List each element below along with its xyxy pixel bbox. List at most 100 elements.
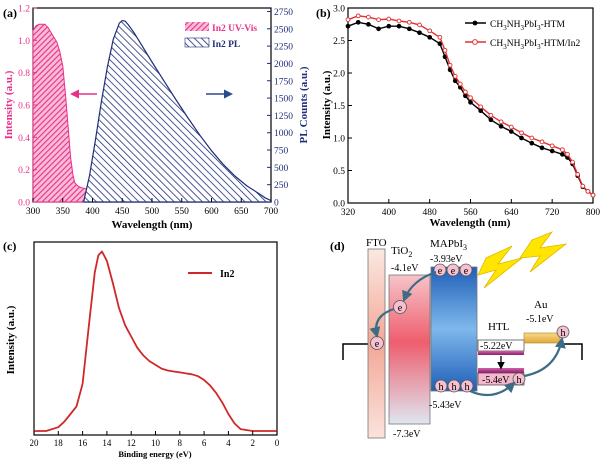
htl-label: HTL (488, 321, 510, 333)
series-point-1 (508, 124, 514, 130)
x-tick-label: 8 (178, 438, 183, 448)
y-tick-label: 1.5 (333, 102, 345, 112)
y-tick-label: 1.2 (18, 5, 30, 15)
y2-tick-label: 250 (274, 181, 289, 191)
y2-tick-label: 2250 (274, 43, 293, 53)
x-tick-label: 18 (54, 438, 64, 448)
series-point-0 (498, 123, 504, 129)
hole-transfer-arrow (523, 336, 566, 378)
panel-c-label: (c) (3, 239, 16, 253)
electron-symbol: e (438, 266, 443, 277)
electron-group: e e e e e (370, 263, 473, 350)
series-point-1 (457, 81, 463, 87)
hole-transfer-arrow (469, 381, 516, 397)
y-tick-label: 2.5 (333, 37, 345, 47)
series-point-0 (366, 21, 371, 27)
series-point-1 (366, 14, 371, 20)
htl-level-1: -5.22eV (480, 341, 513, 352)
electron-symbol: e (451, 266, 456, 277)
series-line-in2 (34, 250, 277, 432)
series-point-0 (468, 99, 473, 105)
mapbi3-layer (430, 266, 478, 392)
series-point-0 (417, 30, 422, 36)
hole-symbol: h (517, 375, 522, 386)
series-point-1 (478, 104, 484, 110)
legend-marker-htm (472, 20, 478, 26)
series-point-1 (565, 151, 570, 157)
panel-b-ylabel: Intensity (a.u.) (321, 70, 333, 139)
hole-symbol: h (452, 382, 457, 393)
hole-icon (447, 379, 461, 393)
electron-icon (446, 263, 460, 277)
series-point-0 (488, 117, 494, 123)
x-tick-label: 550 (175, 207, 190, 217)
x-tick-label: 2 (250, 438, 255, 448)
hole-icon (434, 379, 448, 393)
x-tick-label: 700 (264, 207, 279, 217)
legend-label-pl: In2 PL (212, 40, 240, 50)
x-tick-label: 6 (202, 438, 207, 448)
light-bolt-icon (477, 245, 523, 289)
panel-c-ylabel: Intensity (a.u.) (5, 305, 17, 374)
series-point-0 (355, 19, 361, 25)
y-tick-label: 0.2 (18, 166, 30, 176)
electron-symbol: e (464, 266, 469, 277)
series-point-0 (549, 148, 555, 154)
series-point-0 (386, 23, 392, 29)
series-point-1 (539, 139, 545, 145)
tio2-label: TiO2 (391, 245, 412, 259)
panel-d-label: (d) (330, 239, 345, 253)
series-point-1 (396, 18, 402, 24)
series-point-1 (452, 73, 458, 79)
series-point-1 (355, 13, 361, 19)
panel-b: 320 400 480 560 640 720 800 0.0 0.5 1.0 1.5 2.0 2.5 3… (316, 5, 600, 230)
htl-level-2: -5.4eV (482, 375, 510, 386)
tio2-bottom-level: -7.3eV (393, 429, 421, 440)
x-tick-label: 350 (56, 207, 71, 217)
series-point-1 (406, 19, 412, 25)
series-point-1 (498, 119, 504, 125)
y2-tick-label: 500 (274, 164, 289, 174)
series-point-0 (560, 151, 565, 157)
circuit-wire-left (342, 343, 368, 360)
pl-area (83, 19, 272, 203)
au-electrode (523, 332, 561, 344)
hole-group: h h h h h (434, 325, 570, 393)
legend-label-htm-in2: CH3NH3PbI3-HTM/In2 (490, 39, 580, 51)
electron-symbol: e (375, 339, 380, 350)
x-tick-label: 4 (226, 438, 231, 448)
panel-c-plot-area (33, 241, 278, 436)
tio2-top-level: -4.1eV (391, 263, 419, 274)
y2-tick-label: 0 (274, 199, 279, 209)
y2-tick-label: 750 (274, 147, 289, 157)
series-point-0 (452, 78, 458, 84)
panel-c: 20 18 16 14 12 10 8 6 4 2 0 (c) Binding energy (eV… (3, 239, 280, 459)
series-point-1 (468, 95, 473, 101)
series-point-1 (590, 192, 596, 198)
panel-b-ticks: 320 400 480 560 640 720 800 0.0 0.5 1.0 1.5 2.0 2.5 3… (333, 5, 600, 219)
mapbi3-top-level: -3.93eV (430, 254, 463, 265)
panel-d: (d) FTO TiO2 -4.1eV -7.3eV MAPbI3 -3.93e… (330, 231, 583, 440)
panel-b-lines (345, 13, 596, 198)
y-tick-label: 0.4 (18, 134, 30, 144)
hole-symbol: h (439, 382, 444, 393)
x-tick-label: 14 (102, 438, 112, 448)
series-point-0 (478, 108, 484, 114)
legend-label-htm: CH3NH3PbI3-HTM (490, 20, 565, 32)
y2-tick-label: 1250 (274, 112, 293, 122)
legend-swatch-pl (184, 37, 210, 48)
y2-tick-label: 2000 (274, 60, 293, 70)
series-point-0 (508, 129, 514, 134)
x-tick-label: 400 (382, 208, 397, 218)
y2-tick-label: 1750 (274, 77, 293, 87)
series-point-1 (519, 130, 524, 136)
panel-a-ticks: 300 350 400 450 500 550 600 650 700 0.0 0.2 0.4 0.6 0… (18, 5, 293, 218)
y2-tick-label: 1000 (274, 129, 293, 139)
x-tick-label: 450 (115, 207, 130, 217)
x-tick-label: 640 (504, 208, 519, 218)
series-point-1 (442, 47, 448, 53)
panel-c-ticks: 20 18 16 14 12 10 8 6 4 2 0 (30, 431, 280, 448)
tio2-layer (388, 274, 431, 425)
series-point-1 (570, 159, 575, 165)
arrow-right-axis-head (224, 89, 233, 99)
